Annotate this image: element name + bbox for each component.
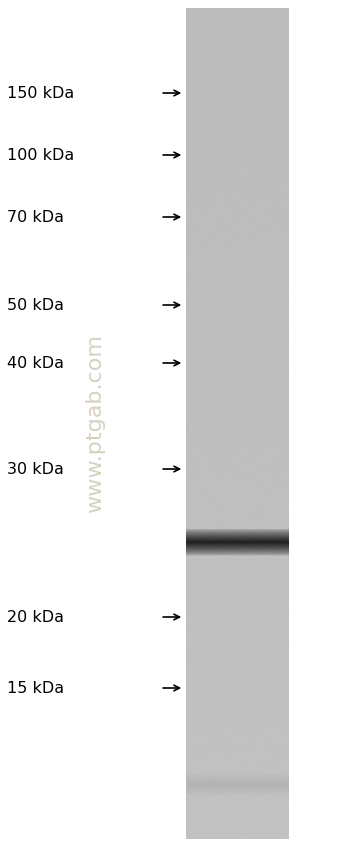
Text: 15 kDa: 15 kDa: [7, 680, 64, 695]
Text: 40 kDa: 40 kDa: [7, 356, 64, 370]
Text: 20 kDa: 20 kDa: [7, 610, 64, 624]
Text: 30 kDa: 30 kDa: [7, 462, 64, 477]
Text: 150 kDa: 150 kDa: [7, 86, 74, 101]
Text: 100 kDa: 100 kDa: [7, 147, 74, 163]
Text: www.ptgab.com: www.ptgab.com: [86, 334, 105, 513]
Text: 50 kDa: 50 kDa: [7, 297, 64, 313]
Text: 70 kDa: 70 kDa: [7, 209, 64, 224]
